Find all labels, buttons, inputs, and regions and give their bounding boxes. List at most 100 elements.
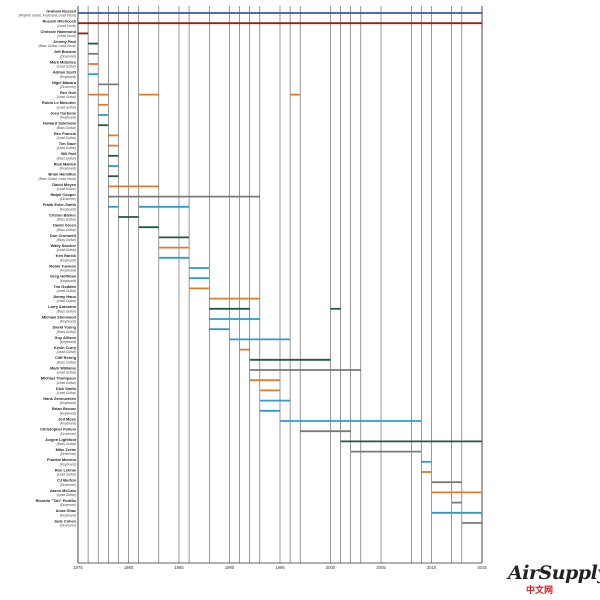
member-role: (Keyboard) [60,422,76,426]
member-role: (Bass Guitar, Lead Vocal) [39,44,76,48]
grid-lines [77,6,483,563]
member-role: (Bass Guitar) [57,228,76,232]
member-role: (Drummer) [60,452,76,456]
member-role: (Bass Guitar) [57,218,76,222]
member-role: (Drummer) [60,85,76,89]
member-name: Jorgen Lightfoot [45,437,77,442]
member-role: (Lead Guitar) [57,248,76,252]
member-name: Tim Goddim [53,284,76,289]
member-role: (Bass Guitar) [57,442,76,446]
member-name: Bill Putt [61,151,76,156]
member-name: Russell Hitchcock [42,19,76,24]
member-name: Mark McEntee [50,59,77,64]
x-tick-label: 1975 [73,565,83,570]
member-name: Graham Russell [46,8,76,13]
member-role: (Keyboard) [60,411,76,415]
member-role: (Keyboard) [60,340,76,344]
member-role: (Bass Guitar) [57,330,76,334]
member-name: David Green [53,223,77,228]
member-name: Ken Rarick [56,253,77,258]
member-role: (Lead Guitar) [57,95,76,99]
member-name: Jed Moss [58,416,76,421]
member-role: (Lead Vocal) [57,24,76,28]
member-role: (Drummer) [60,524,76,528]
member-name: Howard Sukimoto [43,121,77,126]
member-role: (Drummer) [60,483,76,487]
member-role: (Lead Guitar) [57,371,76,375]
member-name: Guy Allison [55,335,77,340]
member-name: Ron Lehnie [55,467,77,472]
member-name: Rex Goh [60,90,77,95]
member-name: Robin Tuemen [49,263,76,268]
member-name: Cliff Rehrig [55,355,77,360]
member-role: (Bass Guitar) [57,309,76,313]
member-name: Dick Smith [56,386,77,391]
member-role: (Keyboard) [60,462,76,466]
x-tick-label: 1995 [275,565,285,570]
member-role: (Lead Guitar) [57,473,76,477]
member-role: (Lead Guitar) [57,391,76,395]
member-name: Rex Francis [54,131,76,136]
x-tick-label: 1990 [225,565,235,570]
member-name: Michael Sherwood [42,314,77,319]
member-name: Brian Hamilton [48,172,76,177]
member-role: (Bass Guitar, Lead Vocal) [39,177,76,181]
member-name: CJ Burton [57,478,76,483]
member-role: (Keyboard) [60,320,76,324]
member-role: (Keyboard) [60,167,76,171]
x-tick-label: 1980 [124,565,134,570]
x-tick-label: 2015 [477,565,487,570]
member-name: Ricardo "Tiki" Portillo [36,498,77,503]
member-role: (Drummer) [60,432,76,436]
member-name: Frank Esler-Smith [43,202,77,207]
member-name: Christopher Pelloni [40,427,76,432]
member-name: Rick Mallick [54,161,77,166]
member-role: (Keyboard) [60,75,76,79]
member-labels: Graham Russell(Rhythm Guitar, Keyboard, … [19,8,77,527]
member-role: (Lead Guitar) [57,299,76,303]
member-name: Anna Ghaz [56,508,76,513]
x-tick-label: 2010 [427,565,437,570]
member-name: Mike Zerbe [56,447,77,452]
logo-brand-text: AirSupply [508,562,600,584]
member-name: Joey Carbone [50,110,77,115]
member-role: (Keyboard) [60,258,76,262]
member-role: (Keyboard) [60,116,76,120]
member-name: Chrissie Hammond [41,29,77,34]
member-role: (Lead Guitar) [57,381,76,385]
member-role: (Drummer) [60,197,76,201]
member-role: (Keyboard) [60,401,76,405]
tenure-bars [78,12,482,524]
member-name: Aaron McCain [50,488,77,493]
x-tick-label: 2005 [376,565,386,570]
member-role: (Keyboard) [60,513,76,517]
member-role: (Keyboard) [60,269,76,273]
member-role: (Lead Guitar) [57,146,76,150]
member-role: (Lead Guitar) [57,350,76,354]
x-tick-label: 1985 [174,565,184,570]
member-role: (Lead Guitar) [57,136,76,140]
member-name: Jimmy Haun [53,294,77,299]
member-role: (Keyboard) [60,279,76,283]
member-name: Larry Antonino [48,304,76,309]
logo-subtitle: 中文网 [526,585,554,595]
member-name: David Moyse [52,182,77,187]
member-name: Michael Thompson [41,376,77,381]
member-name: Jeff Browne [54,49,77,54]
member-name: Ralph Cooper [50,192,76,197]
member-name: Greg Hoffman [50,274,77,279]
member-name: Tim Gaze [59,141,77,146]
member-role: (Lead Guitar) [57,493,76,497]
x-tick-label: 2000 [326,565,336,570]
member-role: (Bass Guitar) [57,360,76,364]
member-name: Don Cromwell [50,233,76,238]
member-role: (Rhythm Guitar, Keyboard, Lead Vocal) [19,14,76,18]
member-name: Mark Williams [50,365,76,370]
member-name: Jude Cohen [54,518,77,523]
air-supply-logo: AirSupply 中文网 [508,562,600,596]
member-role: (Lead Guitar) [57,187,76,191]
member-role: (Bass Guitar) [57,156,76,160]
member-role: (Drummer) [60,54,76,58]
member-name: Criston Barker [49,212,77,217]
